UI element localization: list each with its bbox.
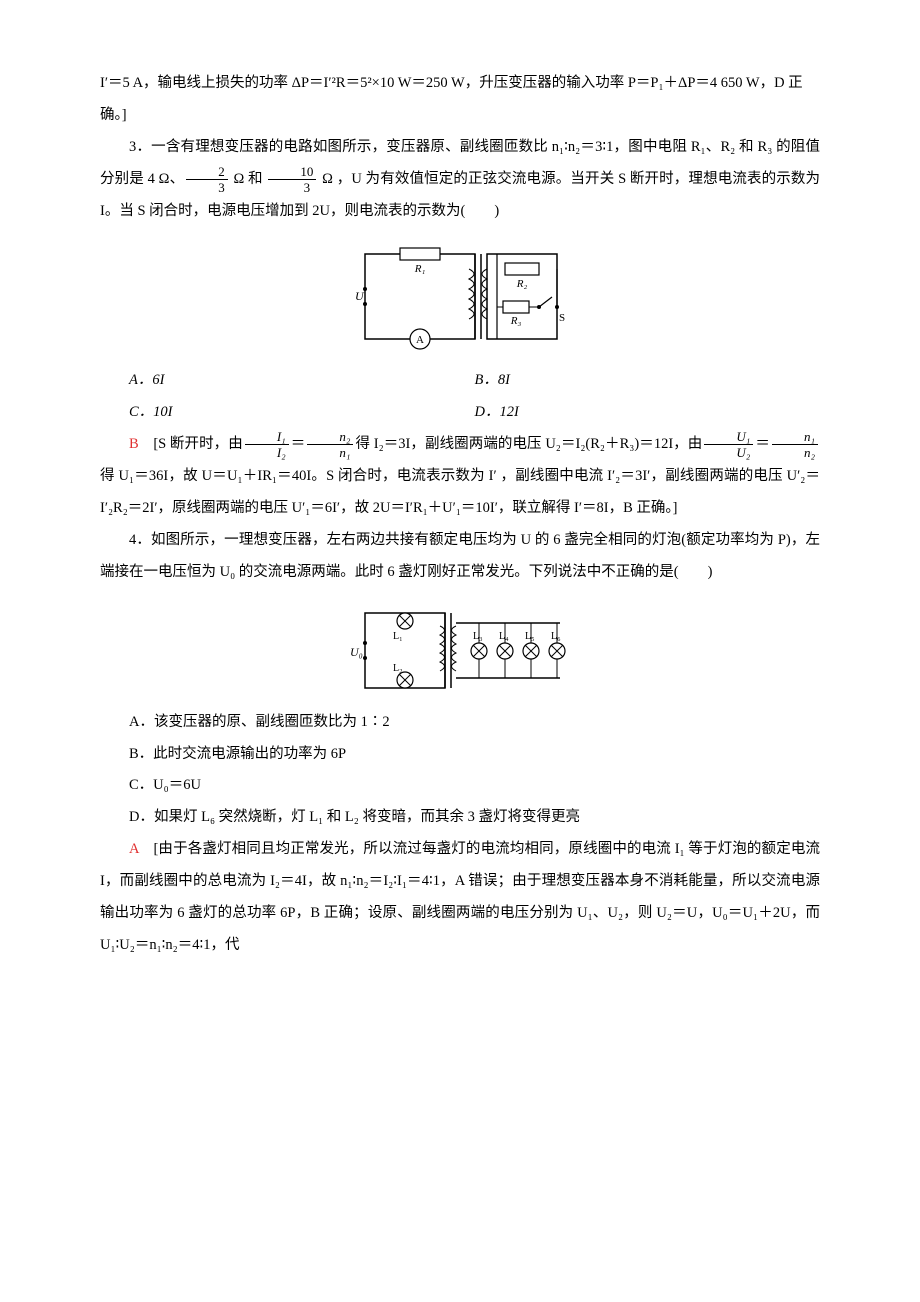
q3-opt-A: A．6I (129, 365, 475, 397)
label-L5: L₅ (525, 631, 535, 642)
q3-stem: 3．一含有理想变压器的电路如图所示，变压器原、副线圈匝数比 n₁∶n₂＝3∶1，… (100, 132, 820, 228)
q3-answer-letter: B (129, 436, 139, 452)
frac-10-3: 103 (268, 165, 316, 194)
intro-paragraph: I′＝5 A，输电线上损失的功率 ΔP＝I′²R＝5²×10 W＝250 W，升… (100, 68, 820, 132)
label-R2: R₂ (516, 278, 528, 290)
frac-2-3: 23 (186, 165, 228, 194)
label-L2: L₂ (393, 663, 403, 674)
label-L3: L₃ (473, 631, 483, 642)
circuit-diagram-q4: U₀ L₁ L₂ L₃ (345, 601, 575, 701)
frac-n2-n1: n₂n₁ (307, 430, 353, 459)
label-S: S (559, 312, 565, 324)
page: I′＝5 A，输电线上损失的功率 ΔP＝I′²R＝5²×10 W＝250 W，升… (0, 0, 920, 1302)
q3-opt-B: B．8I (475, 365, 821, 397)
q4-answer-letter: A (129, 841, 139, 857)
label-L6: L₆ (551, 631, 561, 642)
circuit-diagram-q3: R₁ U A R₂ R₃ (355, 239, 565, 359)
q4-opt-A: A．该变压器的原、副线圈匝数比为 1∶2 (100, 707, 820, 739)
frac-I1-I2: I₁I₂ (245, 430, 289, 459)
label-U: U (355, 289, 365, 303)
label-R1: R₁ (414, 263, 426, 275)
q4-opt-B: B．此时交流电源输出的功率为 6P (100, 739, 820, 771)
q4-opt-D: D．如果灯 L₆ 突然烧断，灯 L₁ 和 L₂ 将变暗，而其余 3 盏灯将变得更… (100, 802, 820, 834)
label-A: A (416, 334, 424, 346)
q3-figure: R₁ U A R₂ R₃ (100, 239, 820, 359)
q3-options: A．6I B．8I C．10I D．12I (129, 365, 820, 429)
label-R3: R₃ (510, 315, 522, 327)
q4-stem: 4．如图所示，一理想变压器，左右两边共接有额定电压均为 U 的 6 盏完全相同的… (100, 525, 820, 589)
q4-figure: U₀ L₁ L₂ L₃ (100, 601, 820, 701)
q3-solution: B [S 断开时，由I₁I₂＝n₂n₁得 I₂＝3I，副线圈两端的电压 U₂＝I… (100, 429, 820, 525)
frac-n1-n2: n₁n₂ (772, 430, 818, 459)
label-U0: U₀ (350, 645, 363, 659)
q4-opt-C: C．U₀＝6U (100, 770, 820, 802)
q4-solution: A [由于各盏灯相同且均正常发光，所以流过每盏灯的电流均相同，原线圈中的电流 I… (100, 834, 820, 962)
q3-mid: Ω 和 (230, 171, 267, 187)
q3-opt-C: C．10I (129, 397, 475, 429)
label-L4: L₄ (499, 631, 509, 642)
label-L1: L₁ (393, 631, 403, 642)
q3-opt-D: D．12I (475, 397, 821, 429)
frac-U1-U2: U₁U₂ (704, 430, 753, 459)
